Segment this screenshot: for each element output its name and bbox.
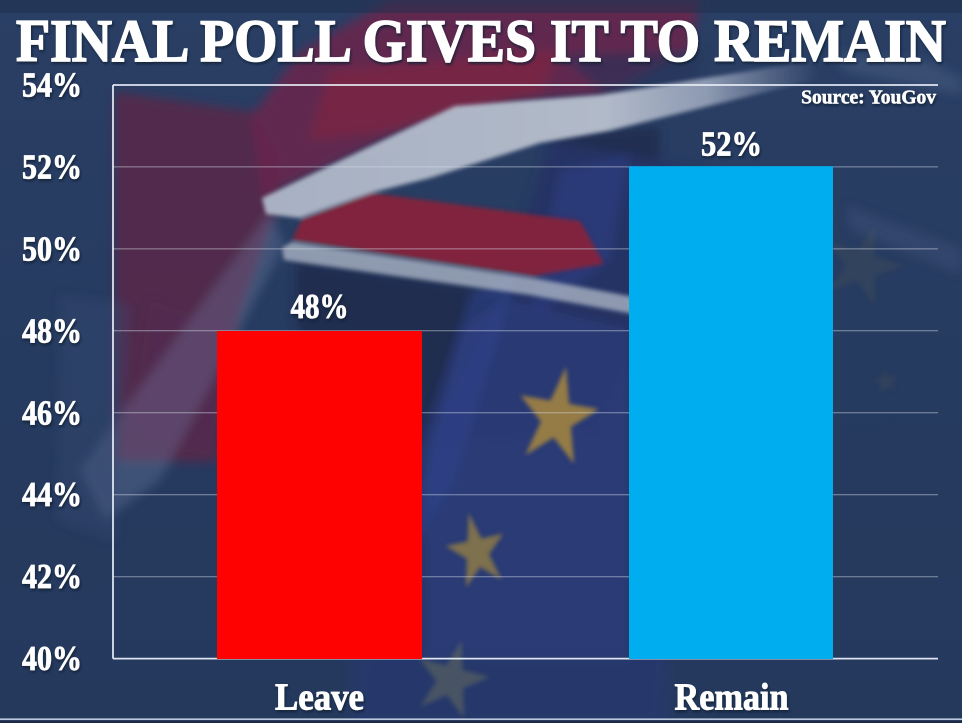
svg-text:46%: 46% xyxy=(22,393,82,432)
svg-text:52%: 52% xyxy=(22,147,82,186)
svg-text:42%: 42% xyxy=(22,557,82,596)
svg-text:Remain: Remain xyxy=(675,677,789,719)
svg-text:50%: 50% xyxy=(22,229,82,268)
svg-text:54%: 54% xyxy=(22,65,82,104)
svg-text:52%: 52% xyxy=(701,124,762,163)
svg-text:Source: YouGov: Source: YouGov xyxy=(801,87,936,108)
svg-text:40%: 40% xyxy=(22,639,82,678)
svg-text:Leave: Leave xyxy=(275,677,364,719)
svg-text:FINAL POLL GIVES IT TO REMAIN: FINAL POLL GIVES IT TO REMAIN xyxy=(16,8,946,74)
svg-text:48%: 48% xyxy=(291,287,349,326)
svg-text:44%: 44% xyxy=(22,475,82,514)
svg-text:48%: 48% xyxy=(22,311,82,350)
